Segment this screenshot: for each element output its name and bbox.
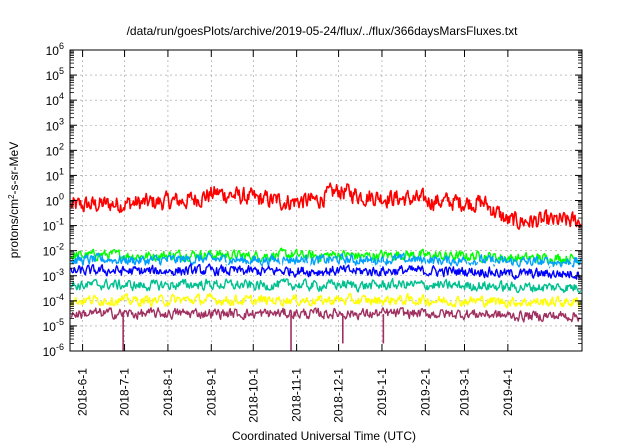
y-tick-label: 10-2 — [43, 242, 64, 259]
y-axis-label: protons/cm2-s-sr-MeV — [7, 142, 21, 258]
x-tick-labels: 2018-6-1 2018-7-1 2018-8-1 2018-9-1 2018-10-… — [76, 368, 515, 423]
y-tick-label: 10-5 — [43, 317, 64, 334]
series-line — [70, 260, 582, 276]
x-tick-label: 2018-10-1 — [246, 368, 260, 423]
series-line — [70, 277, 582, 294]
x-tick-label: 2018-9-1 — [204, 368, 218, 416]
chart-title: /data/run/goesPlots/archive/2019-05-24/f… — [127, 24, 519, 38]
x-tick-label: 2018-7-1 — [118, 368, 132, 416]
x-tick-label: 2018-11-1 — [290, 368, 304, 422]
x-tick-label: 2018-12-1 — [332, 368, 346, 423]
y-tick-labels: 10-6 10-5 10-4 10-3 10-2 10-1 100 101 102 103 104 1… — [43, 41, 64, 359]
y-tick-label: 100 — [46, 192, 64, 209]
y-tick-label: 105 — [46, 66, 64, 83]
tick-group — [70, 49, 582, 352]
y-tick-label: 10-4 — [43, 292, 64, 309]
x-tick-label: 2019-1-1 — [375, 368, 389, 416]
x-tick-label: 2019-4-1 — [501, 368, 515, 416]
series-line — [70, 252, 582, 269]
y-tick-label: 102 — [46, 141, 64, 158]
series-line — [70, 292, 582, 309]
y-tick-label: 106 — [46, 41, 64, 58]
y-tick-label: 10-3 — [43, 267, 64, 284]
y-tick-label: 103 — [46, 116, 64, 133]
y-tick-label: 10-1 — [43, 217, 64, 234]
series-line — [70, 307, 581, 323]
x-axis-label: Coordinated Universal Time (UTC) — [232, 429, 416, 443]
y-tick-label: 101 — [46, 166, 64, 183]
x-tick-label: 2018-6-1 — [76, 368, 90, 416]
series-line — [70, 263, 581, 280]
plot-frame — [69, 49, 583, 352]
series-line — [70, 247, 581, 266]
series-line — [70, 182, 582, 230]
series-group — [70, 182, 582, 351]
x-tick-label: 2019-2-1 — [418, 368, 432, 416]
x-tick-label: 2019-3-1 — [457, 368, 471, 416]
x-tick-label: 2018-8-1 — [161, 368, 175, 416]
y-tick-label: 104 — [46, 91, 64, 108]
y-tick-label: 10-6 — [43, 342, 64, 359]
